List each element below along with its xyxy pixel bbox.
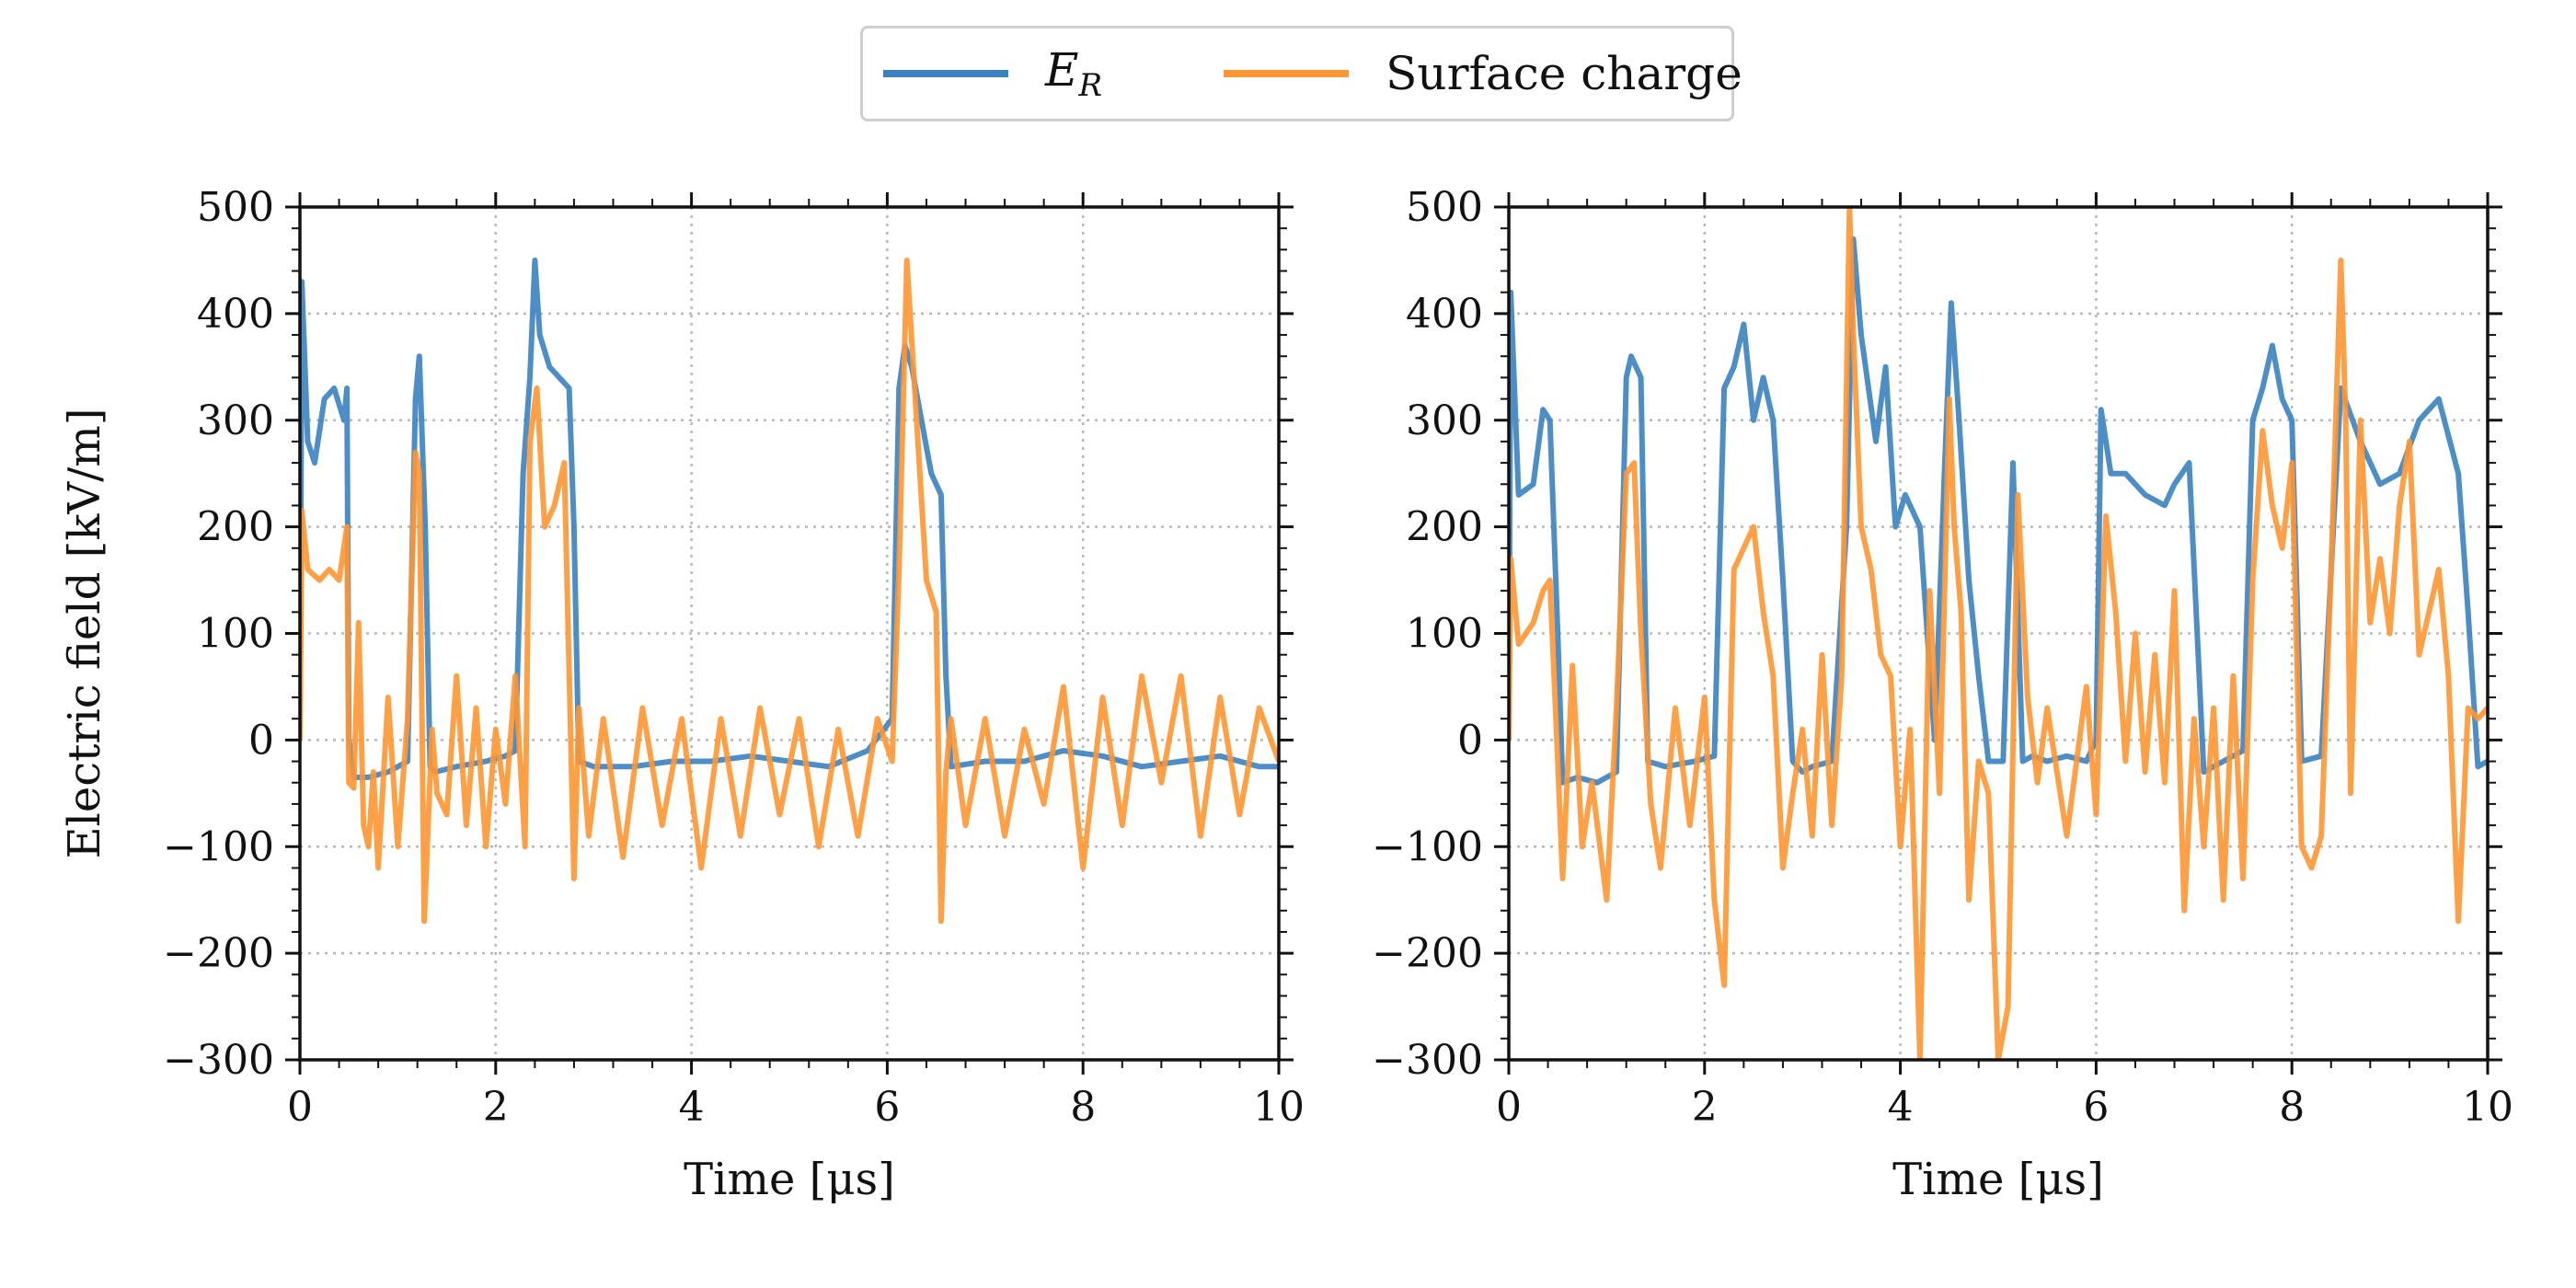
y-tick-label: 400 [1406,291,1483,338]
y-tick-label: 0 [248,717,274,764]
x-tick-label: 2 [1692,1084,1718,1131]
legend-swatch-surface-charge [1224,70,1350,77]
x-tick-label: 6 [874,1084,900,1131]
x-tick-label: 10 [2462,1084,2513,1131]
x-tick-label: 6 [2083,1084,2109,1131]
x-tick-label: 4 [1888,1084,1914,1131]
legend-entry-surface-charge: Surface charge [1224,47,1742,100]
legend-swatch-er [883,70,1008,77]
y-tick-label: 200 [197,504,274,551]
y-tick-label: −300 [1372,1037,1483,1084]
y-tick-label: 0 [1457,717,1483,764]
y-tick-label: −200 [163,930,274,977]
y-tick-label: 500 [197,184,274,231]
x-tick-label: 8 [1070,1084,1096,1131]
y-tick-label: −100 [1372,823,1483,870]
series-line-er [1509,236,2488,786]
x-tick-label: 4 [679,1084,705,1131]
y-axis-label: Electric field [kV/m] [59,408,110,858]
y-tick-label: 100 [197,611,274,658]
legend-label-er: ER [1045,43,1103,104]
right-chart-panel: 0 2 4 6 8 10 −300 −200 −100 0 100 200 300 400 500 Time … [1372,184,2513,1205]
legend-label-surface-charge: Surface charge [1386,47,1742,100]
y-tick-label: −200 [1372,930,1483,977]
left-chart-panel: 0 2 4 6 8 10 −300 −200 −100 0 100 200 300 400 500 Time … [59,184,1305,1205]
y-tick-label: −100 [163,823,274,870]
x-tick-label: 0 [1496,1084,1522,1131]
legend-entry-er: ER [883,43,1203,104]
x-tick-label: 8 [2279,1084,2305,1131]
legend: ER Surface charge [860,26,1742,121]
x-tick-label: 2 [483,1084,509,1131]
x-tick-label: 10 [1253,1084,1305,1131]
x-axis-label: Time [μs] [1892,1154,2104,1205]
y-tick-label: −300 [163,1037,274,1084]
x-tick-label: 0 [287,1084,313,1131]
series-line-surface-charge [300,257,1279,925]
y-tick-label: 500 [1406,184,1483,231]
y-tick-label: 100 [1406,611,1483,658]
y-tick-label: 400 [197,291,274,338]
y-tick-label: 300 [197,397,274,444]
x-axis-label: Time [μs] [684,1154,895,1205]
series-line-er [300,257,1279,780]
grid [298,205,1281,1062]
y-tick-label: 300 [1406,397,1483,444]
y-tick-label: 200 [1406,504,1483,551]
series-line-surface-charge [1509,207,2488,1060]
